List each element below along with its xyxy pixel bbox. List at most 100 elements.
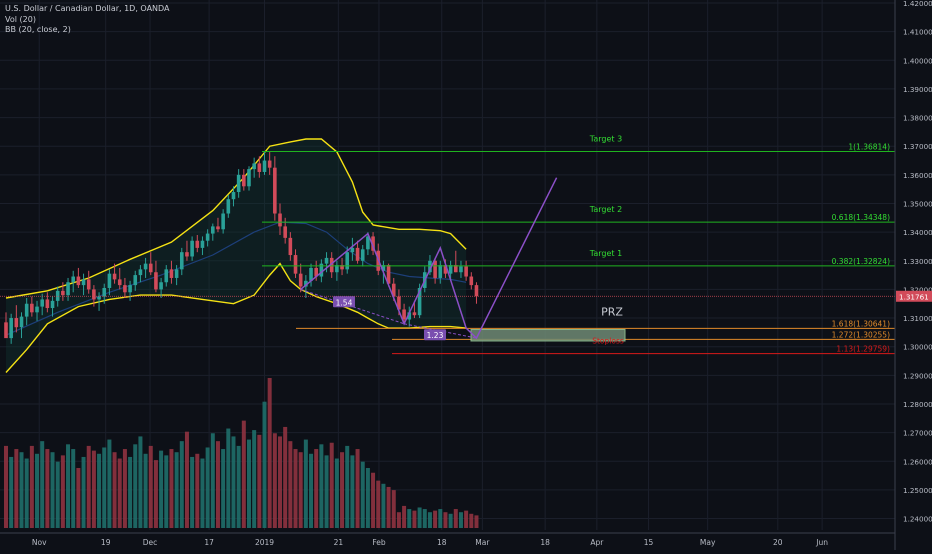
- fib-level-label: 1.618(1.30641): [832, 319, 890, 328]
- grid: [0, 0, 895, 530]
- candle-body: [278, 213, 282, 227]
- bollinger-fill: [6, 139, 467, 373]
- candle-body: [469, 276, 474, 286]
- volume-bar: [86, 445, 91, 528]
- volume-bar: [19, 452, 24, 528]
- fib-level-label: 1.272(1.30255): [832, 330, 890, 339]
- candle-body: [231, 192, 236, 200]
- candle-body: [81, 279, 86, 286]
- volume-bar: [148, 445, 153, 528]
- volume-bar: [91, 450, 96, 528]
- volume-bar: [283, 426, 288, 528]
- harmonic-pattern-line: [300, 177, 558, 340]
- volume-bar: [443, 512, 448, 528]
- volume-bar: [107, 439, 112, 528]
- price-tick-label: 1.30000: [903, 343, 932, 352]
- volume-bar: [221, 449, 226, 528]
- ratio-line-xb: [300, 288, 405, 325]
- volume-bar: [112, 452, 117, 528]
- volume-bar: [50, 452, 55, 528]
- candle-body: [236, 174, 241, 193]
- candle-body: [40, 299, 44, 307]
- candle-body: [123, 285, 127, 293]
- pattern-ratio-label: 1.54: [336, 298, 353, 307]
- volume-bar: [319, 444, 324, 528]
- candle-body: [417, 287, 422, 316]
- candle-body: [283, 226, 287, 238]
- volume-bar: [396, 512, 401, 528]
- target-label: Target 1: [589, 249, 622, 258]
- candle-body: [262, 160, 267, 172]
- volume-bar: [345, 445, 350, 528]
- volume-bar: [474, 515, 479, 528]
- volume-bar: [298, 452, 303, 528]
- candle-body: [304, 280, 308, 287]
- volume-bar: [288, 441, 293, 528]
- volume-indicator-label: Vol (20): [5, 14, 36, 24]
- time-tick-label: 18: [437, 538, 447, 547]
- candle-body: [133, 275, 138, 286]
- candle-body: [247, 169, 251, 187]
- target-label: Target 3: [589, 135, 622, 144]
- volume-bar: [458, 512, 463, 528]
- time-tick-label: May: [700, 538, 716, 547]
- candle-body: [443, 265, 448, 274]
- candle-body: [407, 312, 412, 320]
- price-tick-label: 1.26000: [903, 457, 932, 466]
- candle-body: [267, 160, 272, 168]
- drawings: Target 3 1(1.36814) Target 2 0.618(1.34348)…: [0, 135, 895, 355]
- candle-body: [257, 163, 262, 172]
- volume-bar: [314, 449, 319, 528]
- volume-bar: [184, 431, 189, 528]
- candle-body: [428, 260, 432, 273]
- volume-bar: [371, 472, 376, 528]
- volume-bar: [195, 453, 200, 528]
- candle-body: [309, 267, 313, 281]
- volume-bar: [102, 447, 107, 528]
- volume-bar: [350, 455, 355, 528]
- volume-bar: [309, 453, 314, 528]
- candle-body: [335, 265, 339, 273]
- candle-body: [66, 282, 70, 296]
- volume-bar: [97, 453, 102, 528]
- volume-bar: [360, 461, 365, 528]
- candle-body: [169, 269, 174, 278]
- candle-body: [453, 265, 458, 273]
- price-tick-label: 1.27000: [903, 429, 932, 438]
- time-axis: Nov 19 Dec 17 2019 21 Feb 18 Mar 18 Apr 15 May 20 Jun: [0, 532, 895, 547]
- candle-body: [179, 252, 184, 270]
- volume-bar: [236, 445, 241, 528]
- chart-title: U.S. Dollar / Canadian Dollar, 1D, OANDA: [5, 4, 170, 13]
- candle-body: [226, 199, 231, 214]
- candle-body: [360, 249, 365, 261]
- volume-bar: [272, 433, 277, 528]
- candle-body: [402, 309, 406, 320]
- candle-body: [319, 263, 324, 277]
- volume-bar: [412, 510, 417, 528]
- candle-body: [386, 265, 391, 284]
- target-value-label: 1(1.36814): [848, 143, 890, 152]
- last-price-tag: [896, 290, 932, 302]
- bollinger-bands: [5, 138, 467, 373]
- volume-bar: [386, 486, 391, 528]
- volume-bar: [200, 458, 205, 528]
- candle-body: [143, 263, 148, 270]
- candle-body: [159, 282, 163, 290]
- candle-body: [216, 226, 220, 230]
- candle-body: [45, 299, 50, 309]
- volume-bar: [278, 436, 283, 528]
- price-axis: 1.42000 1.41000 1.40000 1.39000 1.38000 1.370…: [894, 0, 932, 550]
- volume-bar: [35, 453, 40, 528]
- candle-body: [86, 279, 91, 290]
- volume-bar: [293, 449, 298, 528]
- time-tick-label: Jun: [815, 538, 828, 547]
- volume-bar: [365, 468, 370, 528]
- candle-body: [242, 174, 246, 187]
- candle-body: [371, 236, 375, 251]
- candle-body: [350, 247, 355, 253]
- volume-bar: [324, 455, 329, 528]
- volume-bar: [417, 507, 422, 528]
- time-tick-label: 19: [101, 538, 111, 547]
